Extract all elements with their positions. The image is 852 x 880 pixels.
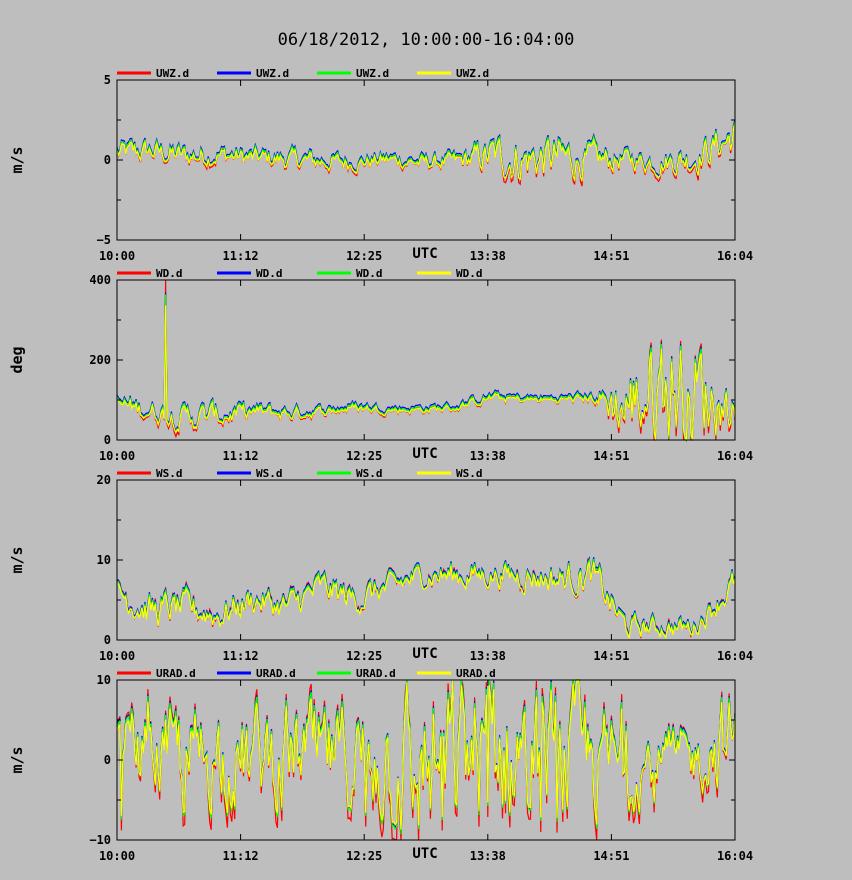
x-tick-label: 11:12 [223,849,259,863]
x-tick-label: 16:04 [717,849,753,863]
x-tick-label: 11:12 [223,649,259,663]
x-tick-label: 16:04 [717,449,753,463]
y-tick-label: 5 [104,73,111,87]
x-tick-label: 13:38 [470,649,506,663]
panel-3: WS.d WS.d WS.d WS.d 10:00 11:12 12:25 13:38 14:5… [8,467,753,663]
legend-label-4: WS.d [456,467,483,480]
y-axis-label: m/s [8,546,26,573]
series-line-4 [116,560,736,640]
series-line-4 [116,123,736,182]
x-tick-label: 11:12 [223,449,259,463]
x-tick-label: 14:51 [593,849,629,863]
x-tick-label: 12:25 [346,649,382,663]
x-tick-label: 11:12 [223,249,259,263]
figure-title: 06/18/2012, 10:00:00-16:04:00 [278,30,575,50]
y-tick-label: 10 [97,553,111,567]
y-axis-label: m/s [8,746,26,773]
x-tick-label: 10:00 [99,249,135,263]
y-tick-label: 0 [104,633,111,647]
legend-label-3: UWZ.d [356,67,389,80]
y-axis-label: deg [8,346,26,373]
legend-label-2: URAD.d [256,667,296,680]
legend-label-1: UWZ.d [156,67,189,80]
x-tick-label: 13:38 [470,449,506,463]
legend-label-2: WS.d [256,467,283,480]
series-line-2 [116,119,736,181]
x-tick-label: 10:00 [99,849,135,863]
y-tick-label: 0 [104,753,111,767]
x-tick-label: 14:51 [593,649,629,663]
y-tick-label: 0 [104,153,111,167]
x-tick-label: 10:00 [99,649,135,663]
x-tick-label: 13:38 [470,249,506,263]
legend-label-4: URAD.d [456,667,496,680]
x-tick-label: 16:04 [717,249,753,263]
legend-label-3: URAD.d [356,667,396,680]
y-tick-label: 0 [104,433,111,447]
legend-label-1: URAD.d [156,667,196,680]
x-tick-label: 16:04 [717,649,753,663]
y-tick-label: 10 [97,673,111,687]
y-tick-label: −5 [97,233,111,247]
panel-4: URAD.d URAD.d URAD.d URAD.d 10:00 11:12 12:25 1… [8,667,753,863]
legend-label-3: WS.d [356,467,383,480]
x-tick-label: 12:25 [346,849,382,863]
legend-label-3: WD.d [356,267,383,280]
y-axis-label: m/s [8,146,26,173]
series-line-4 [116,305,736,441]
x-axis-label: UTC [412,246,437,262]
x-axis-label: UTC [412,646,437,662]
legend-label-1: WD.d [156,267,183,280]
y-tick-label: 200 [89,353,111,367]
series-line-3 [116,120,736,182]
x-tick-label: 12:25 [346,449,382,463]
y-tick-label: 20 [97,473,111,487]
y-tick-label: −10 [89,833,111,847]
legend-label-4: UWZ.d [456,67,489,80]
x-tick-label: 14:51 [593,249,629,263]
panel-2: WD.d WD.d WD.d WD.d 10:00 11:12 12:25 13:38 14:5… [8,267,753,463]
y-tick-label: 400 [89,273,111,287]
legend-label-2: WD.d [256,267,283,280]
x-tick-label: 13:38 [470,849,506,863]
panel-1: UWZ.d UWZ.d UWZ.d UWZ.d 10:00 11:12 12:25 13:38… [8,67,753,263]
series-line-4 [116,678,736,830]
legend-label-2: UWZ.d [256,67,289,80]
x-axis-label: UTC [412,446,437,462]
legend-label-4: WD.d [456,267,483,280]
x-tick-label: 14:51 [593,449,629,463]
x-tick-label: 10:00 [99,449,135,463]
x-axis-label: UTC [412,846,437,862]
legend-label-1: WS.d [156,467,183,480]
x-tick-label: 12:25 [346,249,382,263]
